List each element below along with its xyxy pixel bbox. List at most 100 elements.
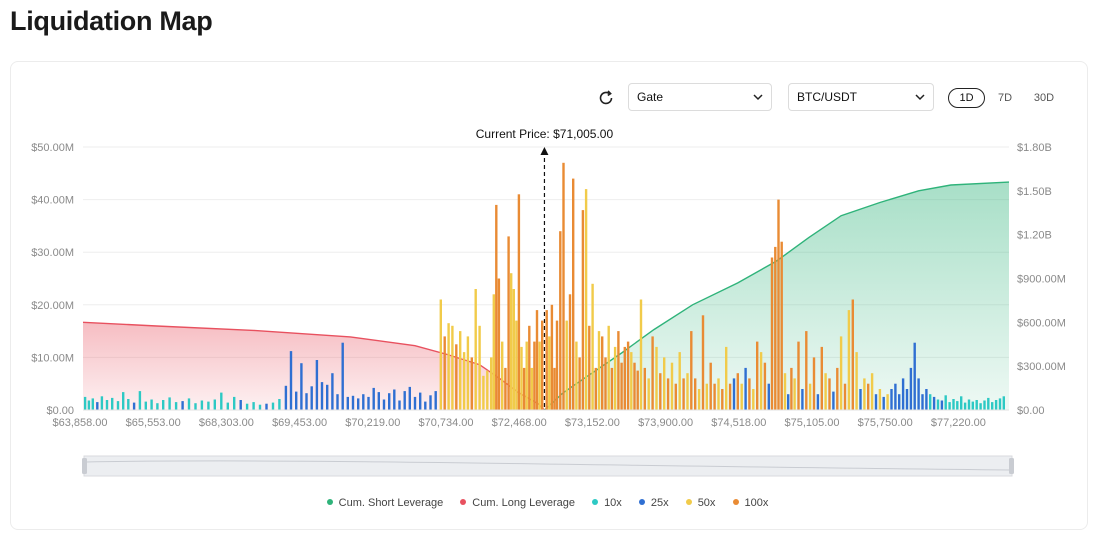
bar-100x — [682, 378, 685, 410]
bar-25x — [925, 389, 928, 410]
bar-100x — [694, 378, 697, 410]
bar-25x — [310, 386, 313, 410]
bar-50x — [591, 283, 594, 410]
zoom-slider[interactable] — [82, 455, 1014, 477]
bars — [83, 162, 1005, 411]
bar-10x — [975, 400, 978, 410]
bar-10x — [252, 402, 255, 410]
bar-50x — [462, 352, 466, 410]
bar-25x — [388, 393, 391, 410]
x-tick-label: $63,858.00 — [52, 417, 107, 429]
bar-10x — [200, 400, 204, 410]
bar-25x — [346, 396, 349, 410]
bar-25x — [393, 389, 396, 410]
bar-25x — [284, 385, 288, 410]
bar-25x — [372, 387, 375, 410]
legend-item-25x[interactable]: 25x — [638, 497, 669, 509]
range-7d-button[interactable]: 7D — [997, 92, 1013, 104]
bar-50x — [466, 336, 470, 410]
bar-50x — [584, 189, 588, 410]
bar-25x — [96, 402, 99, 410]
bar-10x — [233, 396, 236, 410]
legend-item-50x[interactable]: 50x — [685, 497, 715, 509]
bar-100x — [541, 320, 544, 410]
current-price-marker: Current Price: $71,005.00 — [476, 127, 613, 410]
bar-10x — [987, 397, 990, 410]
bar-100x — [601, 336, 604, 410]
bar-100x — [797, 341, 800, 410]
bar-50x — [492, 294, 495, 410]
bar-100x — [659, 373, 662, 410]
bar-10x — [271, 402, 275, 410]
bar-10x — [213, 399, 216, 410]
bar-100x — [568, 294, 572, 410]
bar-25x — [832, 391, 835, 410]
bar-25x — [787, 394, 790, 410]
page-title: Liquidation Map — [10, 6, 213, 36]
bar-25x — [913, 342, 916, 410]
bar-25x — [132, 402, 136, 410]
bar-10x — [944, 395, 947, 410]
current-price-arrow — [540, 147, 549, 155]
y-left-tick-label: $40.00M — [31, 195, 74, 207]
legend-item-100x[interactable]: 100x — [732, 497, 768, 509]
bar-10x — [278, 399, 281, 410]
bar-10x — [220, 392, 223, 410]
bar-25x — [398, 400, 401, 410]
refresh-icon[interactable] — [596, 88, 616, 108]
range-1d-button[interactable]: 1D — [948, 88, 985, 108]
bar-50x — [439, 299, 442, 410]
x-tick-label: $72,468.00 — [492, 417, 547, 429]
bar-25x — [882, 396, 885, 410]
bar-100x — [790, 367, 793, 410]
bar-100x — [578, 357, 581, 410]
legend-label: 25x — [650, 497, 669, 509]
bar-100x — [504, 367, 507, 410]
bar-100x — [535, 310, 539, 410]
bar-50x — [520, 346, 523, 410]
bar-25x — [341, 342, 344, 410]
bar-50x — [808, 383, 812, 410]
bar-50x — [575, 341, 578, 410]
bar-100x — [620, 362, 623, 410]
y-right-tick-label: $600.00M — [1017, 317, 1066, 329]
y-right-tick-label: $1.50B — [1017, 186, 1052, 198]
y-left-tick-label: $20.00M — [31, 300, 74, 312]
slider-preview-line — [85, 460, 1011, 471]
bar-25x — [289, 351, 293, 410]
bar-25x — [901, 378, 905, 410]
x-tick-label: $74,518.00 — [711, 417, 766, 429]
bar-100x — [581, 210, 585, 410]
y-right-tick-label: $900.00M — [1017, 274, 1066, 286]
bar-100x — [709, 362, 712, 410]
bar-25x — [181, 401, 184, 410]
x-tick-label: $70,219.00 — [345, 417, 400, 429]
legend-item-short[interactable]: Cum. Short Leverage — [326, 497, 443, 509]
bar-100x — [721, 389, 724, 410]
bar-50x — [655, 346, 658, 410]
legend-item-10x[interactable]: 10x — [592, 497, 622, 509]
bar-10x — [168, 397, 171, 410]
bar-50x — [501, 341, 504, 410]
bar-100x — [517, 194, 521, 410]
bar-50x — [639, 299, 643, 410]
legend-item-long[interactable]: Cum. Long Leverage — [460, 497, 575, 509]
bar-50x — [847, 310, 851, 410]
legend-label: 10x — [604, 497, 622, 509]
y-right-tick-label: $1.80B — [1017, 142, 1052, 154]
bar-50x — [824, 373, 827, 410]
bar-50x — [530, 367, 534, 410]
bar-50x — [670, 362, 674, 410]
bar-50x — [705, 383, 708, 410]
bar-100x — [545, 310, 548, 410]
bar-10x — [127, 399, 130, 410]
exchange-select[interactable]: Gate — [628, 83, 772, 111]
bar-50x — [459, 331, 462, 410]
bar-25x — [300, 363, 303, 410]
range-30d-button[interactable]: 30D — [1033, 92, 1055, 104]
exchange-select-value: Gate — [637, 90, 664, 104]
pair-select[interactable]: BTC/USDT — [788, 83, 934, 111]
bar-25x — [424, 401, 427, 410]
bar-100x — [550, 304, 554, 410]
bar-25x — [367, 396, 370, 410]
